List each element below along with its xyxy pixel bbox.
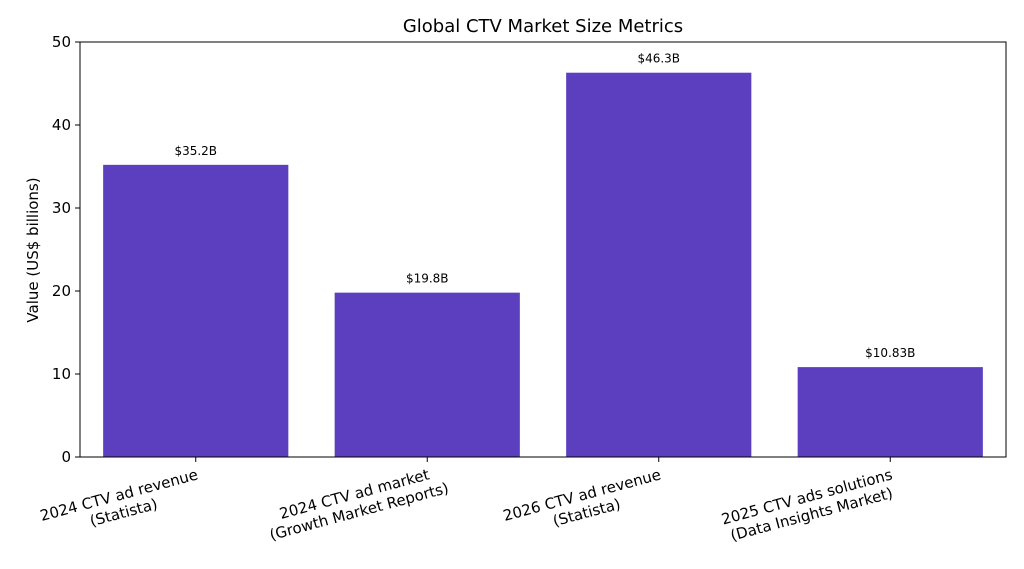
chart-title: Global CTV Market Size Metrics bbox=[403, 16, 683, 37]
bar-4 bbox=[797, 367, 983, 457]
data-label-2: $19.8B bbox=[406, 272, 449, 286]
bar-2 bbox=[334, 292, 520, 457]
x-tick-label-4: 2025 CTV ads solutions(Data Insights Mar… bbox=[720, 465, 900, 545]
data-label-4: $10.83B bbox=[865, 346, 915, 360]
data-label-1: $35.2B bbox=[174, 144, 217, 158]
y-tick-label-5: 40 bbox=[52, 116, 71, 134]
bar-1 bbox=[103, 164, 289, 457]
x-axis: 2024 CTV ad revenue(Statista) 2024 CTV ad… bbox=[38, 457, 900, 545]
x-tick-label-1: 2024 CTV ad revenue(Statista) bbox=[38, 465, 204, 542]
y-axis-label: Value (US$ billions) bbox=[24, 177, 42, 322]
y-tick-label-4: 30 bbox=[52, 199, 71, 217]
x-tick-label-3: 2026 CTV ad revenue(Statista) bbox=[501, 465, 667, 542]
y-tick-label-2: 10 bbox=[52, 365, 71, 383]
y-axis: 0 10 20 30 40 50 bbox=[52, 33, 80, 466]
bar-3 bbox=[566, 72, 752, 458]
x-tick-label-2: 2024 CTV ad market(Growth Market Reports… bbox=[263, 462, 451, 545]
data-label-3: $46.3B bbox=[637, 52, 680, 66]
y-tick-label-3: 20 bbox=[52, 282, 71, 300]
bars-group: $35.2B $19.8B $46.3B $10.83B bbox=[103, 52, 983, 458]
y-tick-label-1: 0 bbox=[61, 448, 71, 466]
plot-frame bbox=[79, 41, 1007, 458]
y-tick-label-6: 50 bbox=[52, 33, 71, 51]
